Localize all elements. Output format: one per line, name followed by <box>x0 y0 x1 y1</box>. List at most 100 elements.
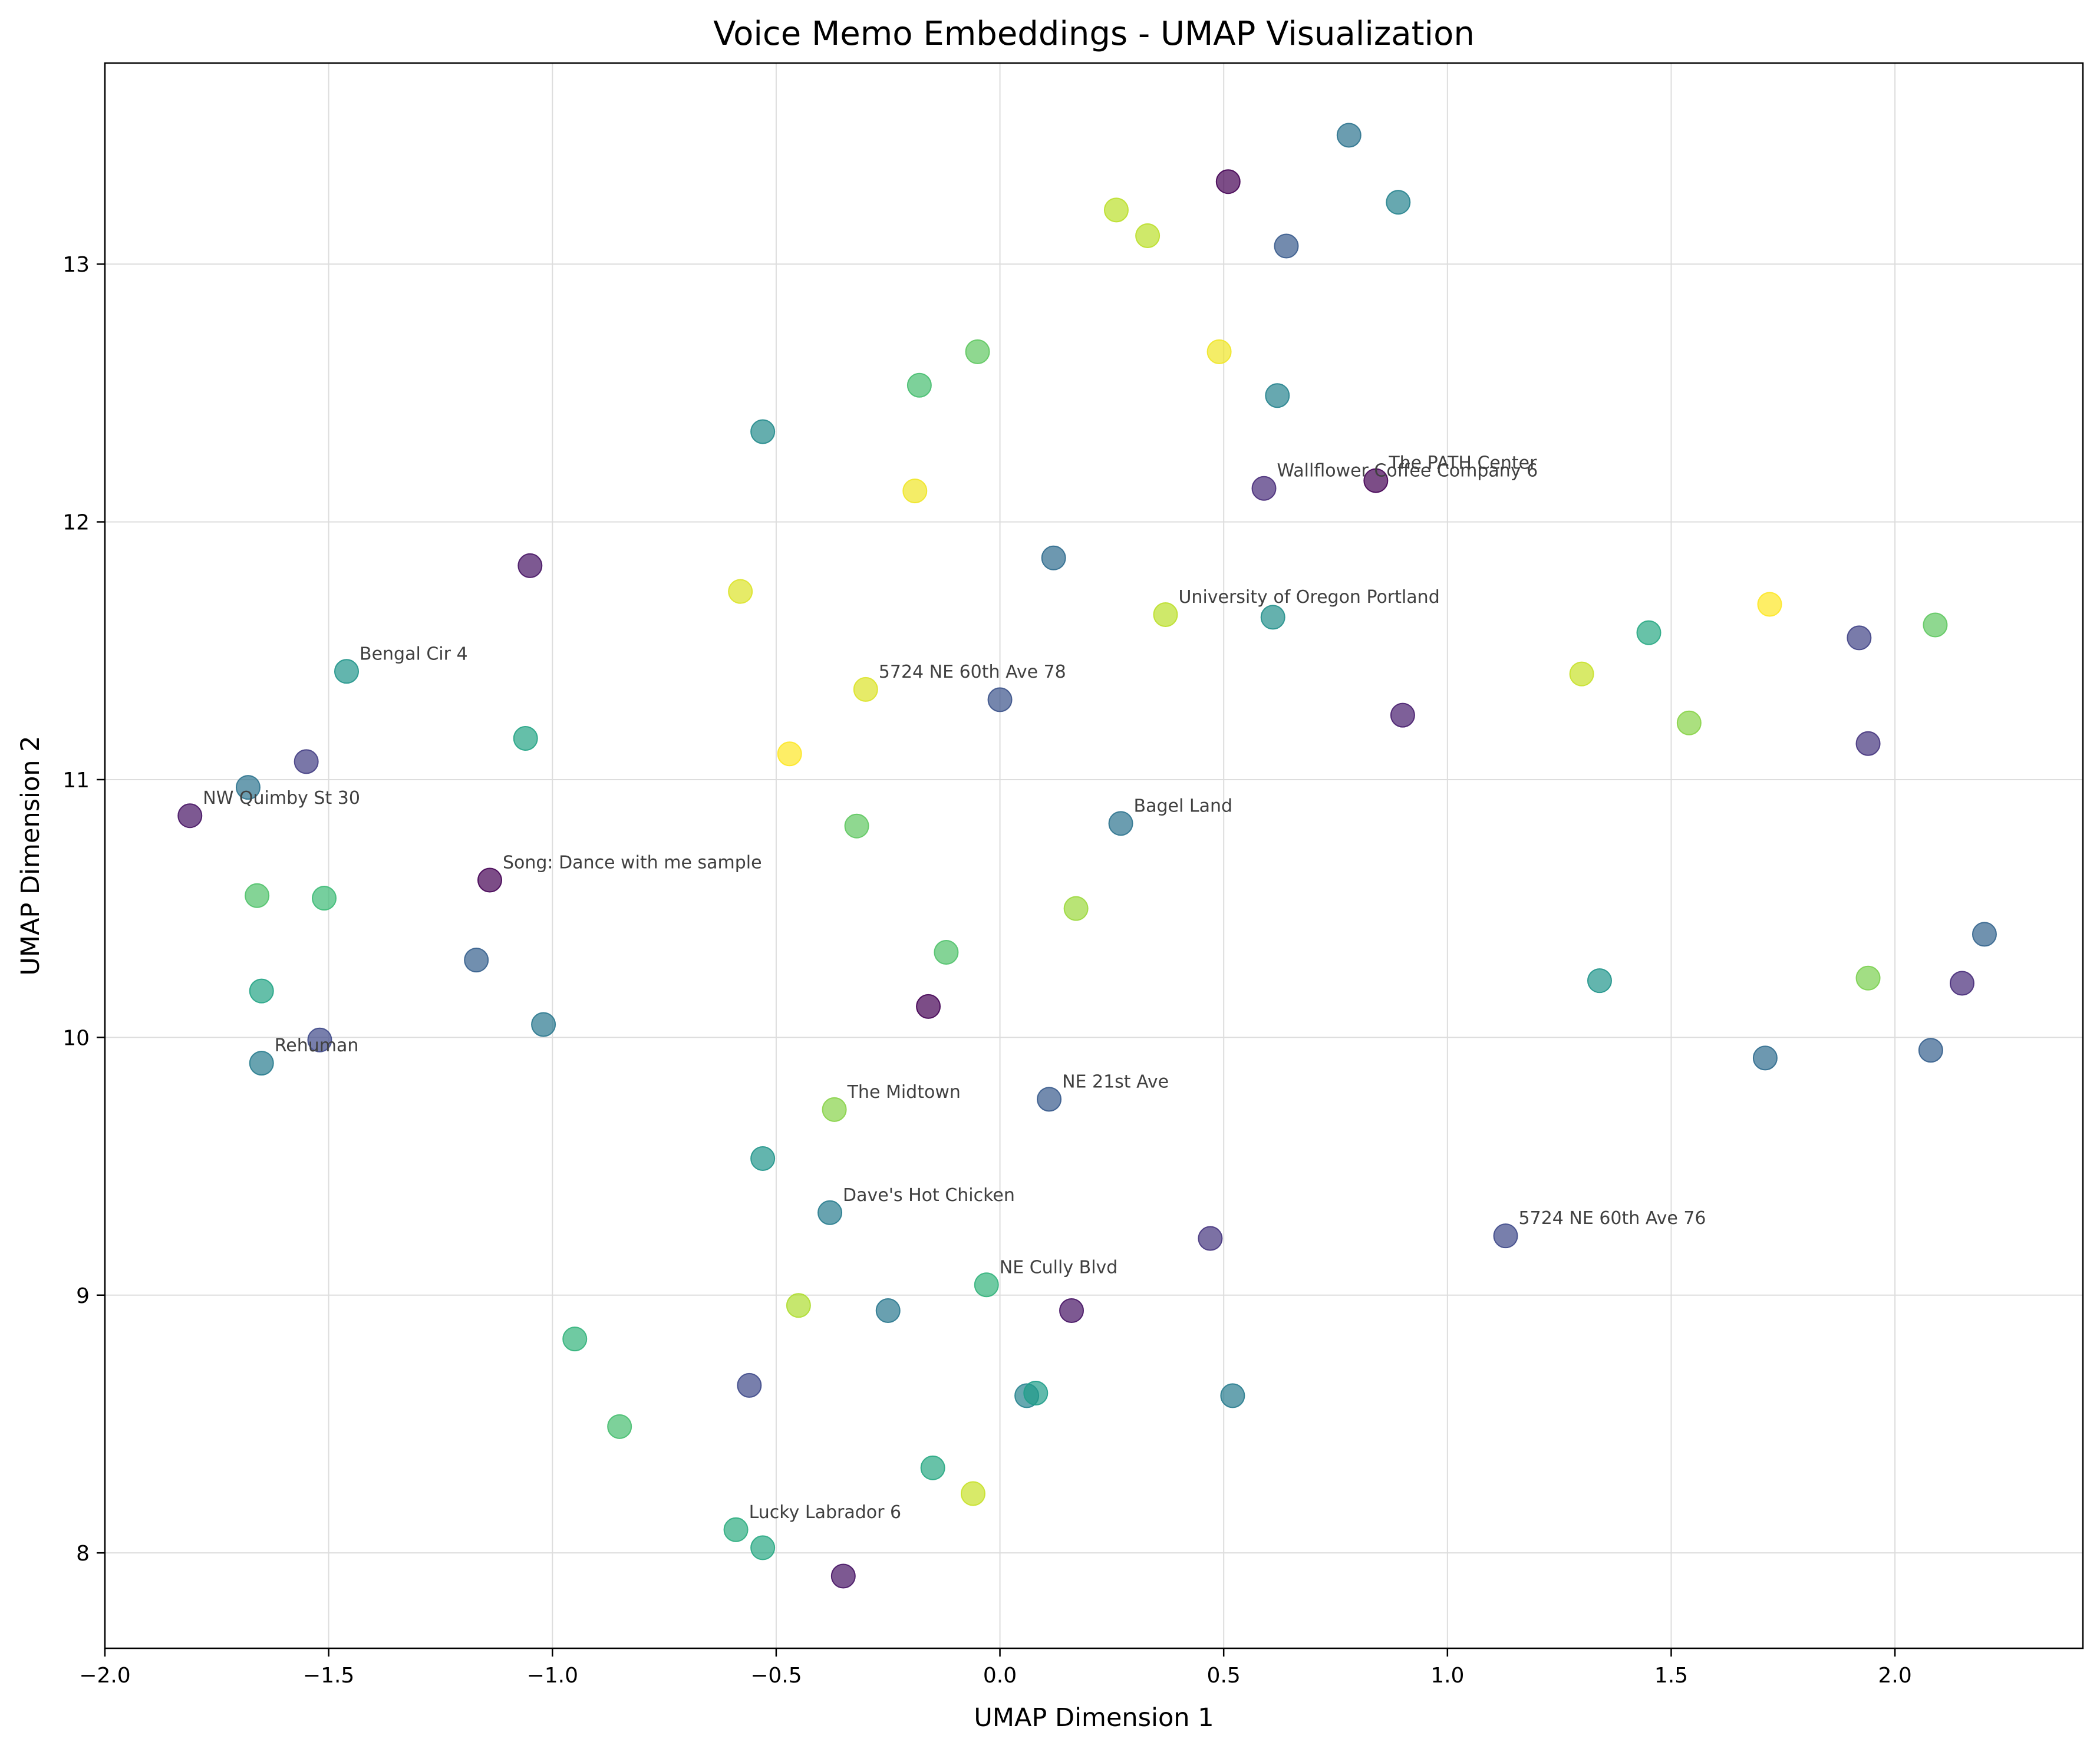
data-point <box>875 1298 901 1324</box>
data-point <box>1918 1038 1943 1063</box>
data-point <box>562 1327 588 1352</box>
x-tick-label: 1.5 <box>1654 1664 1688 1688</box>
y-tick-label: 11 <box>62 768 90 793</box>
data-point <box>312 886 337 911</box>
data-point <box>1336 123 1361 148</box>
data-point <box>607 1414 632 1439</box>
point-annotation: 5724 NE 60th Ave 78 <box>879 662 1066 682</box>
data-point <box>1587 968 1612 994</box>
data-point <box>1636 620 1661 645</box>
point-annotation: The PATH Center <box>1388 453 1537 474</box>
data-point <box>1220 1383 1245 1408</box>
data-point <box>1135 223 1161 249</box>
data-point <box>965 339 990 364</box>
point-annotation: Dave's Hot Chicken <box>843 1185 1015 1206</box>
data-point <box>531 1012 556 1037</box>
data-point <box>235 775 261 800</box>
point-annotation: Song: Dance with me sample <box>503 853 762 873</box>
data-point <box>1847 625 1872 651</box>
data-point <box>1153 602 1178 628</box>
x-tick-label: −2.0 <box>79 1664 130 1688</box>
x-tick-label: 0.5 <box>1207 1664 1241 1688</box>
data-point <box>517 553 543 578</box>
y-tick-label: 9 <box>76 1284 90 1308</box>
data-point <box>906 372 932 398</box>
data-point <box>1855 731 1881 756</box>
data-point <box>1037 1087 1062 1112</box>
data-point <box>1923 612 1948 638</box>
data-point <box>464 948 489 973</box>
x-tick-label: −1.5 <box>303 1664 354 1688</box>
data-point <box>750 1535 776 1560</box>
data-point <box>1752 1045 1778 1071</box>
chart-title: Voice Memo Embeddings - UMAP Visualizati… <box>713 15 1475 53</box>
data-point <box>1363 468 1389 493</box>
data-point <box>177 803 203 829</box>
point-annotation: Bengal Cir 4 <box>360 644 468 664</box>
data-point <box>477 867 502 893</box>
data-point <box>960 1481 985 1506</box>
grid-lines <box>104 63 2083 1648</box>
data-point <box>245 883 270 908</box>
data-point <box>902 479 928 504</box>
data-point <box>777 741 802 767</box>
data-point <box>294 749 319 774</box>
data-point <box>1676 710 1702 735</box>
point-annotation: Bagel Land <box>1134 796 1233 816</box>
data-point <box>1103 197 1129 223</box>
data-point <box>987 687 1013 712</box>
data-point <box>1251 476 1277 501</box>
x-tick-label: −1.0 <box>527 1664 578 1688</box>
data-point <box>1390 702 1415 728</box>
data-point <box>1569 661 1594 687</box>
data-point <box>1757 592 1782 617</box>
point-annotation: Wallflower Coffee Company 6 <box>1277 461 1538 481</box>
data-point <box>1108 811 1133 836</box>
data-point <box>817 1200 843 1225</box>
point-annotation: The Midtown <box>847 1082 961 1103</box>
y-axis-label: UMAP Dimension 2 <box>16 735 45 975</box>
data-point <box>334 659 360 684</box>
y-tick-label: 10 <box>62 1026 90 1050</box>
data-point <box>1198 1226 1223 1251</box>
data-point <box>920 1455 945 1480</box>
y-tick-label: 13 <box>62 253 90 277</box>
x-axis-label: UMAP Dimension 1 <box>974 1703 1214 1733</box>
data-point <box>853 677 878 702</box>
x-tick-label: 1.0 <box>1430 1664 1464 1688</box>
data-point <box>830 1563 856 1589</box>
data-point <box>1215 169 1241 194</box>
point-annotation: Lucky Labrador 6 <box>749 1502 902 1523</box>
data-point <box>249 978 274 1004</box>
data-point <box>822 1097 847 1122</box>
data-point <box>1041 545 1066 570</box>
data-point <box>1493 1223 1518 1249</box>
data-point <box>750 419 776 444</box>
point-annotation: Rehuman <box>275 1035 359 1056</box>
data-point <box>750 1146 776 1171</box>
data-point <box>1972 922 1997 947</box>
data-point <box>934 940 959 965</box>
y-tick-label: 8 <box>76 1542 90 1566</box>
data-point <box>1063 896 1089 921</box>
data-point <box>1855 965 1881 991</box>
point-annotation: NE 21st Ave <box>1062 1071 1169 1092</box>
data-point <box>1265 383 1290 408</box>
data-point <box>916 994 941 1019</box>
data-point <box>1949 971 1974 996</box>
point-annotation: 5724 NE 60th Ave 76 <box>1519 1208 1706 1229</box>
data-point <box>513 725 538 751</box>
data-point <box>1386 190 1411 215</box>
point-annotation: University of Oregon Portland <box>1178 587 1439 608</box>
data-point <box>786 1293 811 1318</box>
data-point <box>728 579 753 604</box>
data-point <box>1274 233 1299 259</box>
data-point <box>737 1372 762 1398</box>
data-point <box>974 1272 999 1298</box>
data-point <box>1206 339 1232 364</box>
point-annotation: NE Cully Blvd <box>1000 1257 1118 1278</box>
